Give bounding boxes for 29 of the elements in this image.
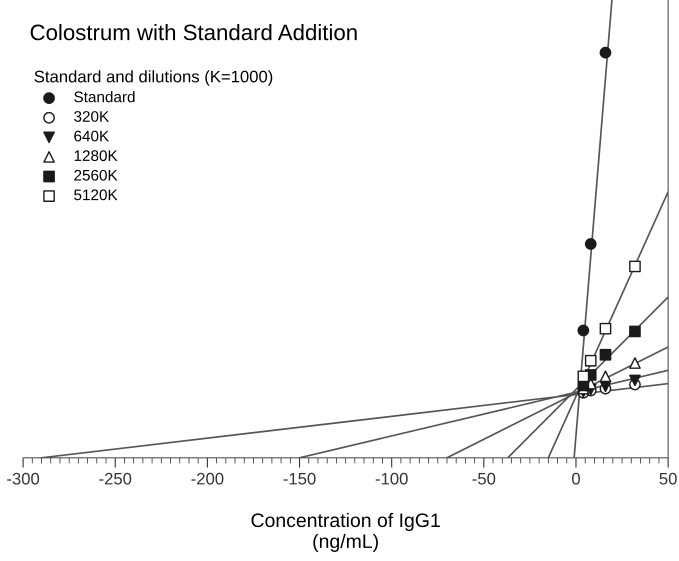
point	[600, 322, 612, 335]
x-tick-label: 50	[660, 472, 677, 485]
point	[600, 370, 612, 382]
point	[629, 374, 641, 386]
point	[600, 46, 612, 58]
point	[584, 238, 597, 250]
legend-label: 5120K	[74, 189, 118, 200]
point	[578, 370, 590, 382]
x-tick-label: 0	[572, 472, 580, 485]
legend-label: 1280K	[74, 150, 118, 162]
point	[584, 354, 597, 367]
x-tick-label: -200	[191, 472, 224, 485]
legend-label: 2560K	[74, 170, 118, 181]
point	[578, 324, 590, 336]
legend-title: Standard and dilutions (K=1000)	[34, 70, 272, 86]
x-tick-label: -100	[376, 472, 408, 485]
point	[600, 348, 612, 361]
text: Colostrum with Standard Addition	[30, 24, 357, 40]
legend-label: Standard	[74, 91, 135, 102]
x-tick-label: -150	[284, 472, 316, 485]
point	[629, 260, 641, 272]
x-axis-title: Concentration of IgG1 (ng/mL)	[251, 512, 440, 552]
x-tick-label: -250	[99, 472, 132, 485]
x-tick-label: -50	[472, 472, 496, 485]
legend-label: 640K	[74, 130, 110, 142]
x-tick-label: -300	[7, 472, 40, 485]
legend-label: 320K	[74, 111, 110, 122]
point	[629, 326, 641, 338]
point	[629, 357, 641, 369]
